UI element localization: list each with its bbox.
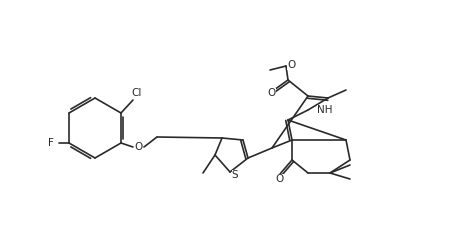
Text: O: O — [135, 142, 143, 152]
Text: O: O — [287, 60, 295, 70]
Text: Cl: Cl — [132, 88, 142, 98]
Text: F: F — [48, 138, 54, 148]
Text: NH: NH — [317, 105, 333, 115]
Text: S: S — [232, 170, 238, 180]
Text: O: O — [268, 88, 276, 98]
Text: O: O — [276, 174, 284, 184]
